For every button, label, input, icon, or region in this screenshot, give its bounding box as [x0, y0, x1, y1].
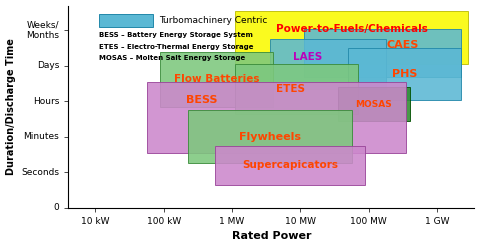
Text: MOSAS: MOSAS — [355, 100, 392, 108]
Text: Power-to-Fuels/Chemicals: Power-to-Fuels/Chemicals — [276, 24, 428, 34]
Text: PHS: PHS — [392, 69, 417, 79]
FancyBboxPatch shape — [338, 87, 409, 121]
Text: LAES: LAES — [292, 52, 322, 62]
FancyBboxPatch shape — [188, 110, 351, 164]
FancyBboxPatch shape — [147, 82, 406, 153]
Text: ETES: ETES — [276, 84, 305, 94]
Text: ETES – Electro-Thermal Energy Storage: ETES – Electro-Thermal Energy Storage — [99, 43, 253, 50]
FancyBboxPatch shape — [304, 29, 461, 77]
Y-axis label: Duration/Discharge Time: Duration/Discharge Time — [6, 38, 15, 175]
FancyBboxPatch shape — [270, 39, 385, 89]
Text: Flywheels: Flywheels — [239, 132, 300, 142]
Text: Flow Batteries: Flow Batteries — [174, 74, 259, 84]
Text: CAES: CAES — [386, 41, 419, 50]
FancyBboxPatch shape — [215, 146, 365, 185]
FancyBboxPatch shape — [236, 64, 359, 114]
Text: MOSAS – Molten Salt Energy Storage: MOSAS – Molten Salt Energy Storage — [99, 55, 245, 61]
Text: BESS – Battery Energy Storage System: BESS – Battery Energy Storage System — [99, 32, 253, 38]
Text: Supercapicators: Supercapicators — [242, 160, 338, 170]
FancyBboxPatch shape — [160, 52, 273, 107]
FancyBboxPatch shape — [348, 48, 461, 100]
FancyBboxPatch shape — [99, 14, 154, 27]
X-axis label: Rated Power: Rated Power — [231, 231, 311, 242]
Text: BESS: BESS — [186, 95, 217, 105]
Text: Turbomachinery Centric: Turbomachinery Centric — [159, 16, 267, 25]
FancyBboxPatch shape — [236, 11, 468, 64]
